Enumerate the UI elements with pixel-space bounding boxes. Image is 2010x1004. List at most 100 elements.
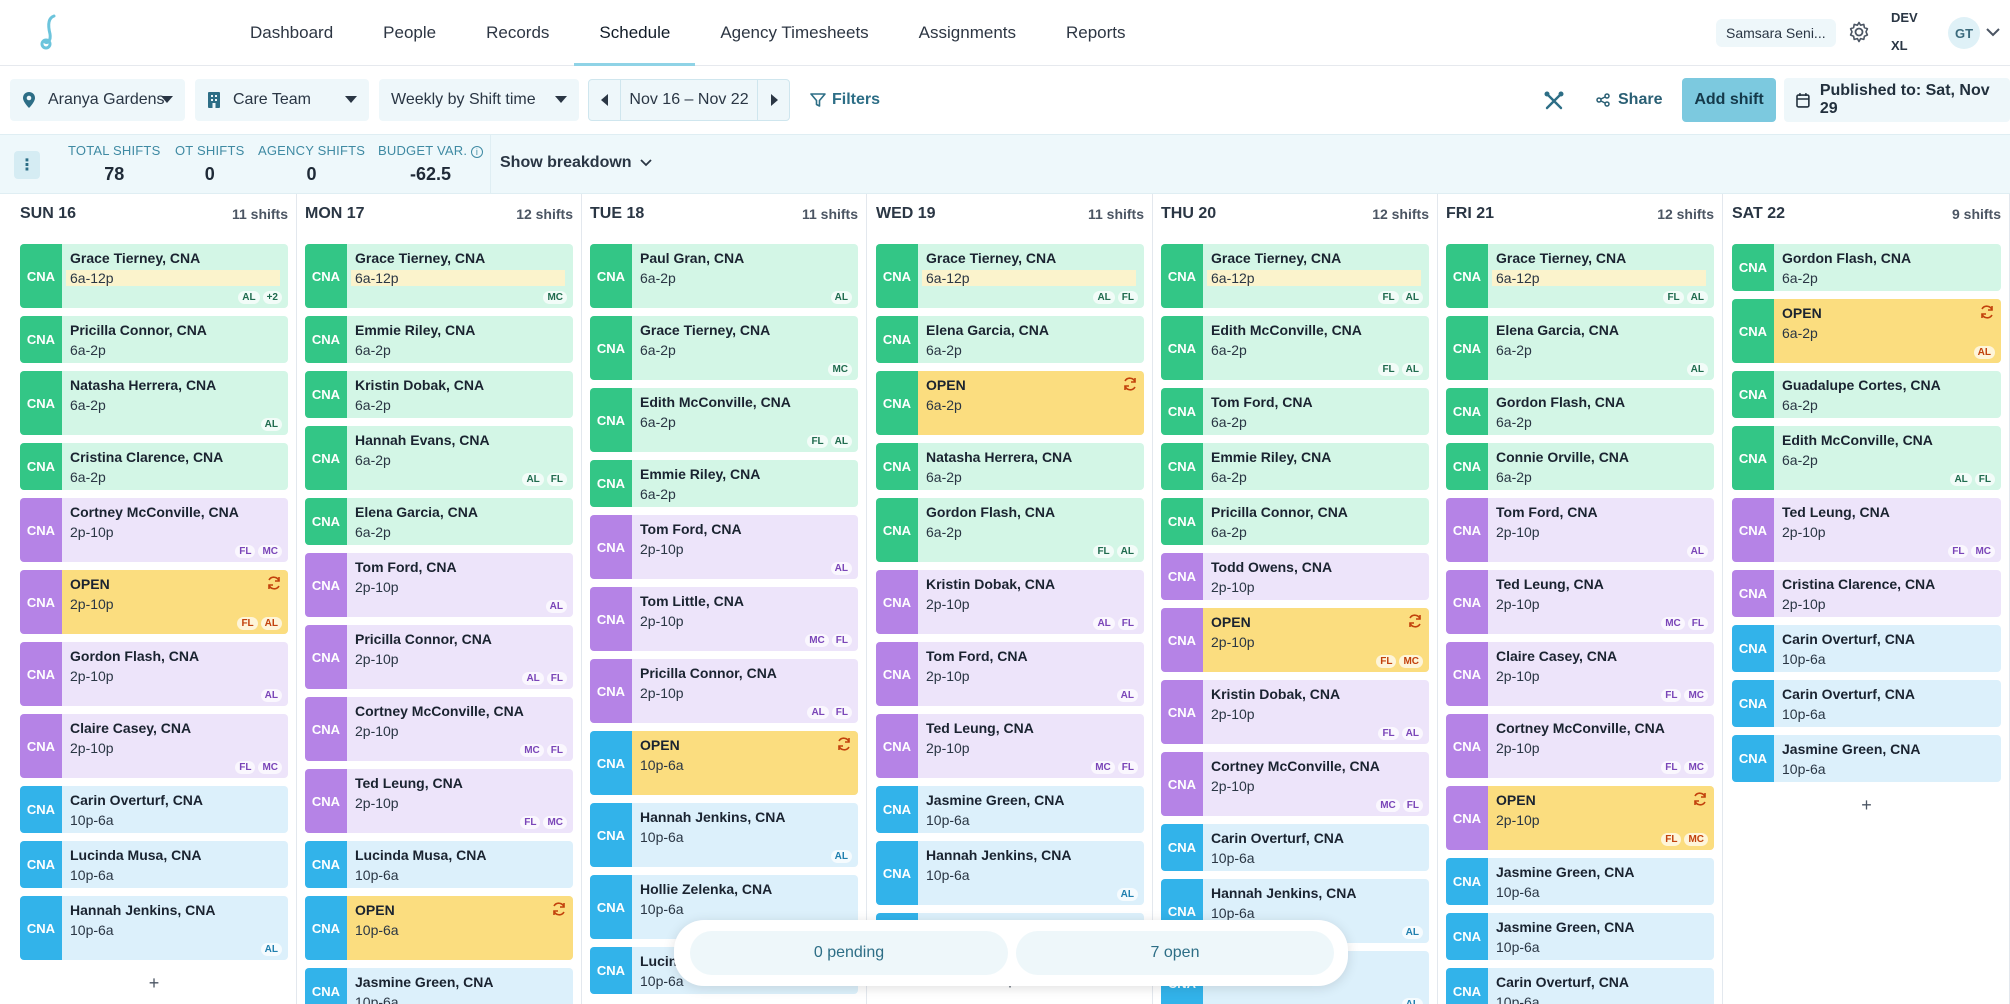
- open-shift-card[interactable]: CNA OPEN 2p-10p FL AL: [20, 570, 288, 634]
- shift-card[interactable]: CNA Paul Gran, CNA 6a-2p AL: [590, 244, 858, 308]
- shift-card[interactable]: CNA Natasha Herrera, CNA 6a-2p AL: [20, 371, 288, 435]
- open-shift-card[interactable]: CNA OPEN 2p-10p FL MC: [1161, 608, 1429, 672]
- shift-card[interactable]: CNA Cortney McConville, CNA 2p-10p FL MC: [20, 498, 288, 562]
- shift-card[interactable]: CNA Grace Tierney, CNA 6a-12p FL AL: [1161, 244, 1429, 308]
- shift-card[interactable]: CNA Grace Tierney, CNA 6a-12p AL FL: [876, 244, 1144, 308]
- nav-item-people[interactable]: People: [383, 23, 437, 42]
- more-options-button[interactable]: ⋮: [14, 151, 40, 179]
- shift-card[interactable]: CNA Cristina Clarence, CNA 6a-2p: [20, 443, 288, 490]
- shift-card[interactable]: CNA Jasmine Green, CNA 10p-6a: [305, 968, 573, 1004]
- date-range-label[interactable]: Nov 16 – Nov 22: [629, 91, 749, 108]
- previous-week-button[interactable]: [589, 80, 621, 120]
- add-shift-to-day-button[interactable]: +: [1861, 794, 1872, 815]
- shift-card[interactable]: CNA Elena Garcia, CNA 6a-2p AL: [1446, 316, 1714, 380]
- team-select[interactable]: Care Team: [195, 79, 369, 121]
- shift-card[interactable]: CNA Gordon Flash, CNA 6a-2p FL AL: [876, 498, 1144, 562]
- shift-card[interactable]: CNA Elena Garcia, CNA 6a-2p: [876, 316, 1144, 363]
- shift-card[interactable]: CNA Claire Casey, CNA 2p-10p FL MC: [20, 714, 288, 778]
- shift-card[interactable]: CNA Ted Leung, CNA 2p-10p FL MC: [1732, 498, 2001, 562]
- shift-card[interactable]: CNA Claire Casey, CNA 2p-10p FL MC: [1446, 642, 1714, 706]
- shift-card[interactable]: CNA Lucinda Musa, CNA 10p-6a: [20, 841, 288, 888]
- avatar[interactable]: GT: [1948, 17, 1980, 49]
- shift-card[interactable]: CNA Tom Ford, CNA 2p-10p AL: [305, 553, 573, 617]
- shift-card[interactable]: CNA Hannah Jenkins, CNA 10p-6a AL: [20, 896, 288, 960]
- add-shift-button[interactable]: Add shift: [1682, 78, 1776, 122]
- open-shift-card[interactable]: CNA OPEN 10p-6a: [590, 731, 858, 795]
- open-shift-card[interactable]: CNA OPEN 10p-6a: [305, 896, 573, 960]
- shift-card[interactable]: CNA Lucinda Musa, CNA 10p-6a: [305, 841, 573, 888]
- filters-button[interactable]: Filters: [810, 79, 880, 121]
- shift-card[interactable]: CNA Pricilla Connor, CNA 6a-2p: [1161, 498, 1429, 545]
- nav-item-reports[interactable]: Reports: [1066, 23, 1126, 42]
- shift-card[interactable]: CNA Connie Orville, CNA 6a-2p: [1446, 443, 1714, 490]
- nav-item-assignments[interactable]: Assignments: [918, 23, 1016, 42]
- shift-card[interactable]: CNA Cortney McConville, CNA 2p-10p MC FL: [1161, 752, 1429, 816]
- shift-card[interactable]: CNA Edith McConville, CNA 6a-2p AL FL: [1732, 426, 2001, 490]
- shift-card[interactable]: CNA Tom Little, CNA 2p-10p MC FL: [590, 587, 858, 651]
- shift-card[interactable]: CNA Ted Leung, CNA 2p-10p MC FL: [1446, 570, 1714, 634]
- location-select[interactable]: Aranya Gardens: [10, 79, 185, 121]
- organization-switcher[interactable]: Samsara Seni...: [1716, 19, 1836, 47]
- gear-icon[interactable]: [1847, 20, 1871, 44]
- shift-card[interactable]: CNA Grace Tierney, CNA 6a-12p AL +2: [20, 244, 288, 308]
- shift-card[interactable]: CNA Grace Tierney, CNA 6a-12p FL AL: [1446, 244, 1714, 308]
- shift-card[interactable]: CNA Cortney McConville, CNA 2p-10p FL MC: [1446, 714, 1714, 778]
- shift-card[interactable]: CNA Cortney McConville, CNA 2p-10p MC FL: [305, 697, 573, 761]
- nav-item-dashboard[interactable]: Dashboard: [250, 23, 334, 42]
- info-icon[interactable]: i: [470, 146, 483, 158]
- share-button[interactable]: Share: [1596, 79, 1662, 121]
- shift-card[interactable]: CNA Gordon Flash, CNA 2p-10p AL: [20, 642, 288, 706]
- nav-item-schedule[interactable]: Schedule: [574, 0, 696, 66]
- next-week-button[interactable]: [757, 80, 789, 120]
- shift-card[interactable]: CNA Pricilla Connor, CNA 6a-2p: [20, 316, 288, 363]
- shift-card[interactable]: CNA Guadalupe Cortes, CNA 6a-2p: [1732, 371, 2001, 418]
- nav-item-agency-timesheets[interactable]: Agency Timesheets: [720, 23, 869, 42]
- shift-card[interactable]: CNA Tom Ford, CNA 2p-10p AL: [590, 515, 858, 579]
- shift-card[interactable]: CNA Tom Ford, CNA 6a-2p: [1161, 388, 1429, 435]
- shift-card[interactable]: CNA Grace Tierney, CNA 6a-2p MC: [590, 316, 858, 380]
- shift-card[interactable]: CNA Jasmine Green, CNA 10p-6a: [1446, 913, 1714, 960]
- shift-card[interactable]: CNA Carin Overturf, CNA 10p-6a: [1446, 968, 1714, 1004]
- open-shift-card[interactable]: CNA OPEN 2p-10p FL MC: [1446, 786, 1714, 850]
- shift-card[interactable]: CNA Kristin Dobak, CNA 6a-2p: [305, 371, 573, 418]
- shift-card[interactable]: CNA Carin Overturf, CNA 10p-6a: [20, 786, 288, 833]
- shift-card[interactable]: CNA Emmie Riley, CNA 6a-2p: [590, 460, 858, 507]
- shift-card[interactable]: CNA Kristin Dobak, CNA 2p-10p FL AL: [1161, 680, 1429, 744]
- pending-button[interactable]: 0 pending: [690, 931, 1008, 975]
- open-shifts-button[interactable]: 7 open: [1016, 931, 1334, 975]
- show-breakdown-toggle[interactable]: Show breakdown: [500, 154, 652, 172]
- shift-card[interactable]: CNA Carin Overturf, CNA 10p-6a: [1161, 824, 1429, 871]
- shift-card[interactable]: CNA Pricilla Connor, CNA 2p-10p AL FL: [305, 625, 573, 689]
- add-shift-to-day-button[interactable]: +: [148, 972, 160, 993]
- tools-icon[interactable]: [1543, 90, 1565, 112]
- shift-card[interactable]: CNA Grace Tierney, CNA 6a-12p MC: [305, 244, 573, 308]
- shift-card[interactable]: CNA Pricilla Connor, CNA 2p-10p AL FL: [590, 659, 858, 723]
- shift-card[interactable]: CNA Ted Leung, CNA 2p-10p MC FL: [876, 714, 1144, 778]
- shift-card[interactable]: CNA Todd Owens, CNA 2p-10p: [1161, 553, 1429, 600]
- shift-card[interactable]: CNA Elena Garcia, CNA 6a-2p: [305, 498, 573, 545]
- view-select[interactable]: Weekly by Shift time: [379, 79, 579, 121]
- shift-card[interactable]: CNA Edith McConville, CNA 6a-2p FL AL: [1161, 316, 1429, 380]
- open-shift-card[interactable]: CNA OPEN 6a-2p: [876, 371, 1144, 435]
- shift-card[interactable]: CNA Emmie Riley, CNA 6a-2p: [305, 316, 573, 363]
- app-logo-icon[interactable]: [36, 14, 66, 50]
- shift-card[interactable]: CNA Tom Ford, CNA 2p-10p AL: [1446, 498, 1714, 562]
- shift-card[interactable]: CNA Jasmine Green, CNA 10p-6a: [1446, 858, 1714, 905]
- shift-card[interactable]: CNA Hannah Jenkins, CNA 10p-6a AL: [876, 841, 1144, 905]
- shift-card[interactable]: CNA Cristina Clarence, CNA 2p-10p: [1732, 570, 2001, 617]
- shift-card[interactable]: CNA Kristin Dobak, CNA 2p-10p AL FL: [876, 570, 1144, 634]
- shift-card[interactable]: CNA Edith McConville, CNA 6a-2p FL AL: [590, 388, 858, 452]
- chevron-down-icon[interactable]: [1986, 27, 2000, 37]
- nav-item-records[interactable]: Records: [486, 23, 550, 42]
- shift-card[interactable]: CNA Hannah Evans, CNA 6a-2p AL FL: [305, 426, 573, 490]
- shift-card[interactable]: CNA Carin Overturf, CNA 10p-6a: [1732, 625, 2001, 672]
- shift-card[interactable]: CNA Jasmine Green, CNA 10p-6a: [876, 786, 1144, 833]
- shift-card[interactable]: CNA Ted Leung, CNA 2p-10p FL MC: [305, 769, 573, 833]
- shift-card[interactable]: CNA Gordon Flash, CNA 6a-2p: [1446, 388, 1714, 435]
- shift-card[interactable]: CNA Natasha Herrera, CNA 6a-2p: [876, 443, 1144, 490]
- shift-card[interactable]: CNA Emmie Riley, CNA 6a-2p: [1161, 443, 1429, 490]
- shift-card[interactable]: CNA Tom Ford, CNA 2p-10p AL: [876, 642, 1144, 706]
- open-shift-card[interactable]: CNA OPEN 6a-2p AL: [1732, 299, 2001, 363]
- shift-card[interactable]: CNA Hannah Jenkins, CNA 10p-6a AL: [590, 803, 858, 867]
- shift-card[interactable]: CNA Jasmine Green, CNA 10p-6a: [1732, 735, 2001, 782]
